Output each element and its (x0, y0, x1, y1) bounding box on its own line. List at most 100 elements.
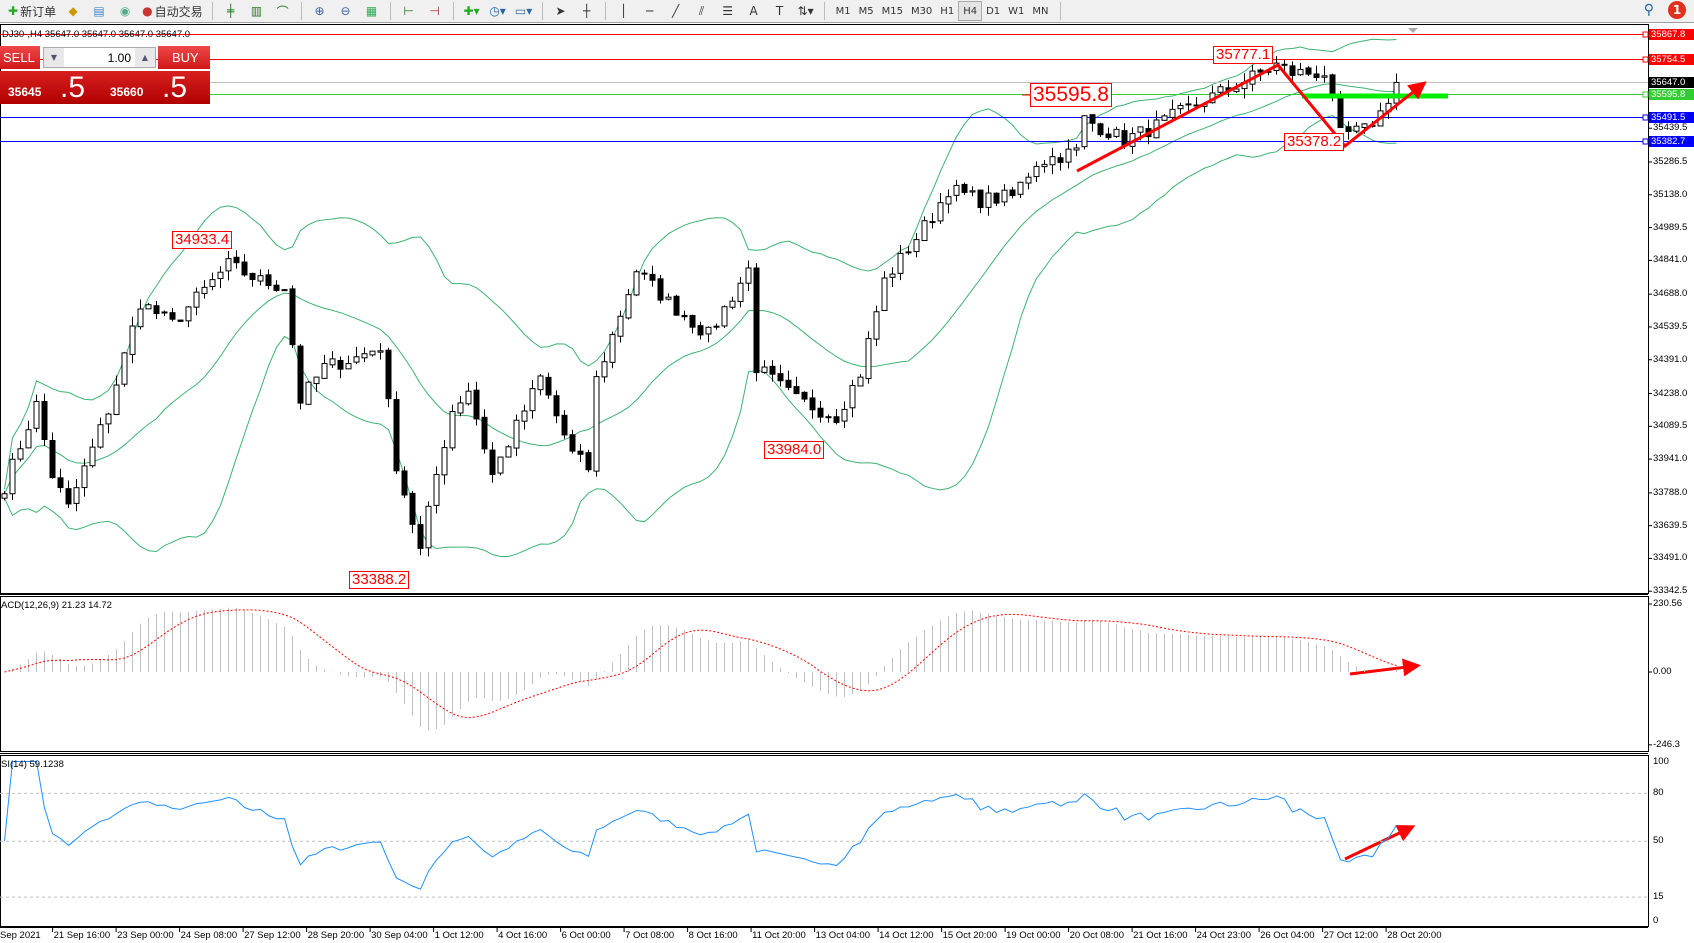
market-watch-button[interactable]: ◆ (62, 1, 84, 21)
lot-increase-icon[interactable]: ▲ (135, 48, 155, 67)
candle-body (905, 251, 912, 254)
annotation-swing-low[interactable]: 33984.0 (764, 441, 825, 459)
chart-shift-button[interactable]: ⊣ (424, 1, 446, 21)
candle-body (1033, 165, 1040, 178)
candle (1305, 66, 1312, 76)
vertical-line-button[interactable]: │ (613, 1, 635, 21)
fibonacci-button[interactable]: ☰ (717, 1, 739, 21)
cursor-button[interactable]: ➤ (550, 1, 572, 21)
timeframe-d1[interactable]: D1 (986, 5, 1001, 17)
buy-price[interactable]: 35660 .5 (102, 71, 210, 104)
candle (33, 394, 40, 433)
timeframe-h1[interactable]: H1 (940, 5, 955, 17)
candle-body (649, 273, 656, 281)
candle (169, 307, 176, 322)
candlestick-button[interactable]: ▥ (246, 1, 268, 21)
timeframe-w1[interactable]: W1 (1008, 5, 1025, 17)
candle-body (369, 350, 376, 356)
lot-size-input[interactable]: 1.00 (107, 50, 131, 65)
notification-badge[interactable]: 1 (1668, 1, 1686, 19)
signals-button[interactable]: ◉ (114, 1, 136, 21)
annotation-bottom[interactable]: 33388.2 (349, 571, 410, 589)
candle-body (1089, 114, 1096, 124)
candle (353, 346, 360, 365)
candle (161, 310, 168, 316)
candle (49, 432, 56, 479)
chart-shift-icon: ⊣ (429, 4, 440, 18)
separator (541, 2, 543, 20)
candle-body (89, 446, 96, 467)
channel-button[interactable]: ⫽ (691, 1, 713, 21)
timeframe-m1[interactable]: M1 (835, 5, 851, 17)
candle (249, 272, 256, 287)
templates-button[interactable]: ▭▾ (513, 1, 535, 21)
new-order-icon: ✚ (8, 4, 19, 18)
annotation-low[interactable]: 35378.2 (1284, 133, 1345, 151)
timeframe-m15[interactable]: M15 (881, 5, 903, 17)
candle (273, 280, 280, 292)
lot-decrease-icon[interactable]: ▼ (44, 48, 64, 67)
text-button[interactable]: A (743, 1, 765, 21)
candle (857, 374, 864, 387)
candle (737, 277, 744, 308)
tile-windows-button[interactable]: ▦ (361, 1, 383, 21)
candle-body (401, 470, 408, 496)
candle-body (673, 295, 680, 316)
annotation-support[interactable]: 35595.8 (1030, 83, 1112, 107)
zoom-out-button[interactable]: ⊖ (335, 1, 357, 21)
candle-body (185, 306, 192, 322)
auto-trading-button[interactable]: ● 自动交易 (142, 4, 203, 19)
text-label-button[interactable]: T (769, 1, 791, 21)
candle-body (313, 376, 320, 385)
search-icon[interactable]: ⚲ (1643, 2, 1654, 18)
candle (601, 352, 608, 383)
candle (41, 393, 48, 447)
indicators-button[interactable]: ✚▾ (461, 1, 483, 21)
arrows-button[interactable]: ⇅▾ (795, 1, 817, 21)
crosshair-button[interactable]: ┼ (576, 1, 598, 21)
lot-size-stepper[interactable]: ▼ 1.00 ▲ (43, 47, 156, 68)
right-tools: ⚲ 1 (1644, 1, 1686, 19)
candle (753, 263, 760, 382)
annotation-high[interactable]: 35777.1 (1213, 46, 1274, 64)
buy-button[interactable]: BUY (158, 46, 210, 69)
terminal-button[interactable]: ▤ (88, 1, 110, 21)
candle (817, 401, 824, 423)
candle (745, 260, 752, 292)
trendline-button[interactable]: ╱ (665, 1, 687, 21)
candle-body (561, 414, 568, 436)
candle (697, 321, 704, 340)
candle (1345, 121, 1352, 140)
sell-price[interactable]: 35645 .5 (0, 71, 102, 104)
candle-body (1057, 157, 1064, 163)
line-chart-button[interactable]: ⌒ (272, 1, 294, 21)
price-line-handle (1642, 114, 1649, 121)
zoom-in-button[interactable]: ⊕ (309, 1, 331, 21)
candle (1, 491, 8, 501)
candle (177, 319, 184, 322)
candle (961, 182, 968, 195)
timeframe-m5[interactable]: M5 (858, 5, 874, 17)
candle (1097, 122, 1104, 138)
new-order-button[interactable]: ✚ 新订单 (8, 4, 57, 19)
candle-body (809, 397, 816, 411)
candle-body (641, 272, 648, 275)
annotation-swing-high[interactable]: 34933.4 (172, 231, 233, 249)
timeframe-mn[interactable]: MN (1032, 5, 1049, 17)
auto-scroll-button[interactable]: ⊢ (398, 1, 420, 21)
candle (321, 354, 328, 379)
bar-chart-button[interactable]: ╪ (220, 1, 242, 21)
date-label: 26 Oct 04:00 (1260, 930, 1315, 941)
sell-button[interactable]: SELL (0, 46, 40, 69)
candle (585, 449, 592, 473)
candle (377, 343, 384, 360)
bollinger-middle (4, 83, 1397, 494)
horizontal-line-button[interactable]: ─ (639, 1, 661, 21)
timeframe-m30[interactable]: M30 (910, 5, 933, 17)
candle (689, 314, 696, 334)
timeframe-h4[interactable]: H4 (958, 1, 983, 21)
candle-body (1001, 189, 1008, 203)
macd-tick-label: -246.3 (1653, 738, 1680, 750)
periods-button[interactable]: ◷▾ (487, 1, 509, 21)
